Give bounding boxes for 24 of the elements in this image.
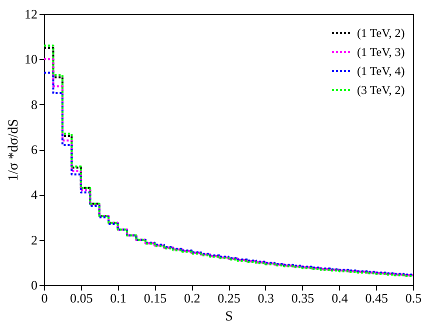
legend-label: (3 TeV, 2): [357, 83, 405, 97]
x-tick-label: 0.3: [258, 290, 274, 306]
y-tick-label: 10: [24, 52, 38, 67]
x-tick-label: 0: [41, 290, 48, 306]
x-tick-label: 0.35: [291, 290, 314, 306]
x-tick-label: 0.05: [70, 290, 93, 306]
x-tick-label: 0.2: [184, 290, 200, 306]
x-axis-title: S: [225, 310, 233, 324]
y-tick-label: 2: [31, 232, 38, 248]
y-tick-label: 6: [31, 142, 38, 157]
y-tick-label: 0: [31, 278, 38, 292]
x-tick-label: 0.15: [144, 290, 167, 306]
y-tick-label: 4: [31, 187, 38, 202]
y-tick-label: 8: [31, 96, 38, 112]
x-tick-label: 0.5: [405, 290, 422, 306]
legend-label: (1 TeV, 4): [357, 64, 405, 78]
x-tick-label: 0.45: [365, 290, 388, 306]
x-tick-label: 0.4: [332, 290, 348, 306]
x-tick-label: 0.1: [110, 290, 126, 306]
x-tick-label: 0.25: [218, 290, 240, 306]
legend-label: (1 TeV, 3): [357, 45, 405, 59]
y-tick-label: 12: [24, 6, 38, 22]
legend-label: (1 TeV, 2): [357, 26, 405, 40]
y-axis-title: 1/σ *dσ/dS: [6, 118, 22, 182]
